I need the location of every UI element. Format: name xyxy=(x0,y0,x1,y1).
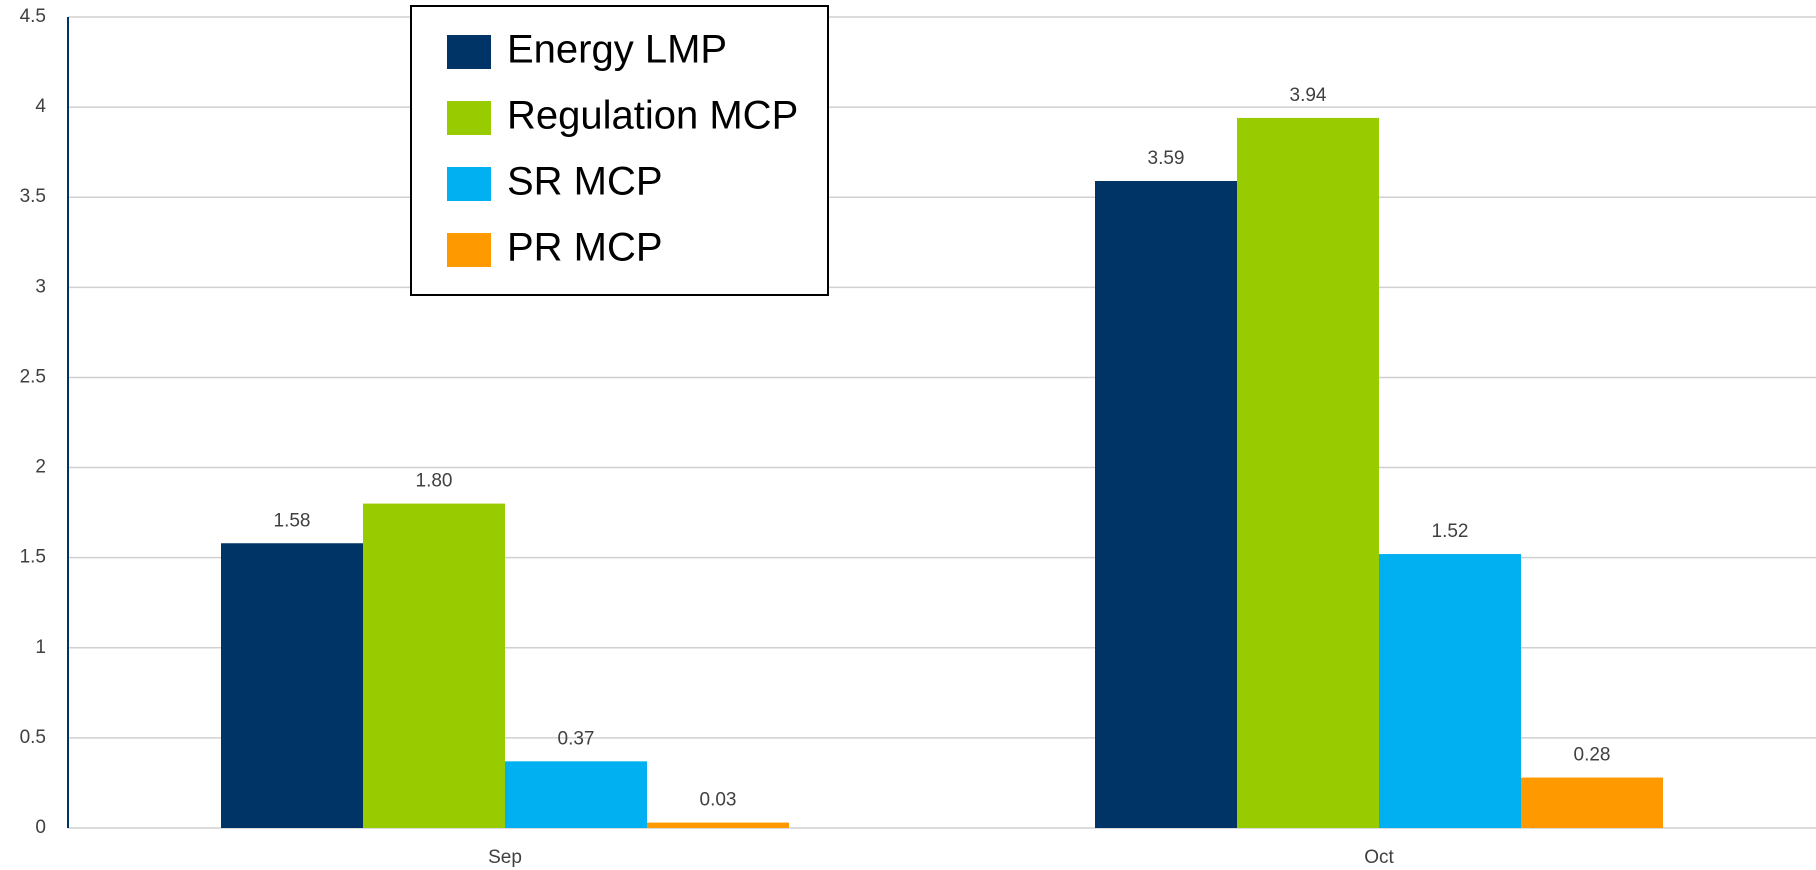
legend-swatch xyxy=(447,233,491,267)
y-tick-label: 0 xyxy=(35,817,46,838)
data-label: 0.37 xyxy=(558,728,595,749)
x-tick-label: Oct xyxy=(1364,847,1394,868)
bar xyxy=(363,503,505,828)
data-label: 3.94 xyxy=(1290,85,1327,106)
bar xyxy=(1521,777,1663,828)
data-label: 1.52 xyxy=(1432,521,1469,542)
y-tick-label: 1 xyxy=(35,637,46,658)
data-label: 1.80 xyxy=(416,471,453,492)
data-label: 0.03 xyxy=(700,790,737,811)
y-tick-label: 1.5 xyxy=(20,547,46,568)
legend-label: Regulation MCP xyxy=(507,94,798,138)
legend: Energy LMP Regulation MCP SR MCP PR MCP xyxy=(410,5,829,296)
legend-label: SR MCP xyxy=(507,160,663,204)
y-tick-label: 3.5 xyxy=(20,186,46,207)
data-label: 1.58 xyxy=(274,510,311,531)
y-tick-label: 2 xyxy=(35,457,46,478)
legend-swatch xyxy=(447,101,491,135)
bar xyxy=(647,822,789,828)
y-tick-label: 0.5 xyxy=(20,727,46,748)
y-tick-label: 3 xyxy=(35,276,46,297)
legend-label: PR MCP xyxy=(507,226,663,270)
data-label: 0.28 xyxy=(1574,745,1611,766)
bar xyxy=(1095,181,1237,829)
x-tick-label: Sep xyxy=(488,847,522,868)
y-tick-label: 2.5 xyxy=(20,366,46,387)
y-tick-label: 4.5 xyxy=(20,6,46,27)
y-tick-label: 4 xyxy=(35,96,46,117)
bar xyxy=(1379,554,1521,828)
legend-swatch xyxy=(447,35,491,69)
bar xyxy=(221,543,363,828)
legend-label: Energy LMP xyxy=(507,28,727,72)
bar xyxy=(505,761,647,828)
data-label: 3.59 xyxy=(1148,148,1185,169)
legend-swatch xyxy=(447,167,491,201)
bar xyxy=(1237,117,1379,829)
